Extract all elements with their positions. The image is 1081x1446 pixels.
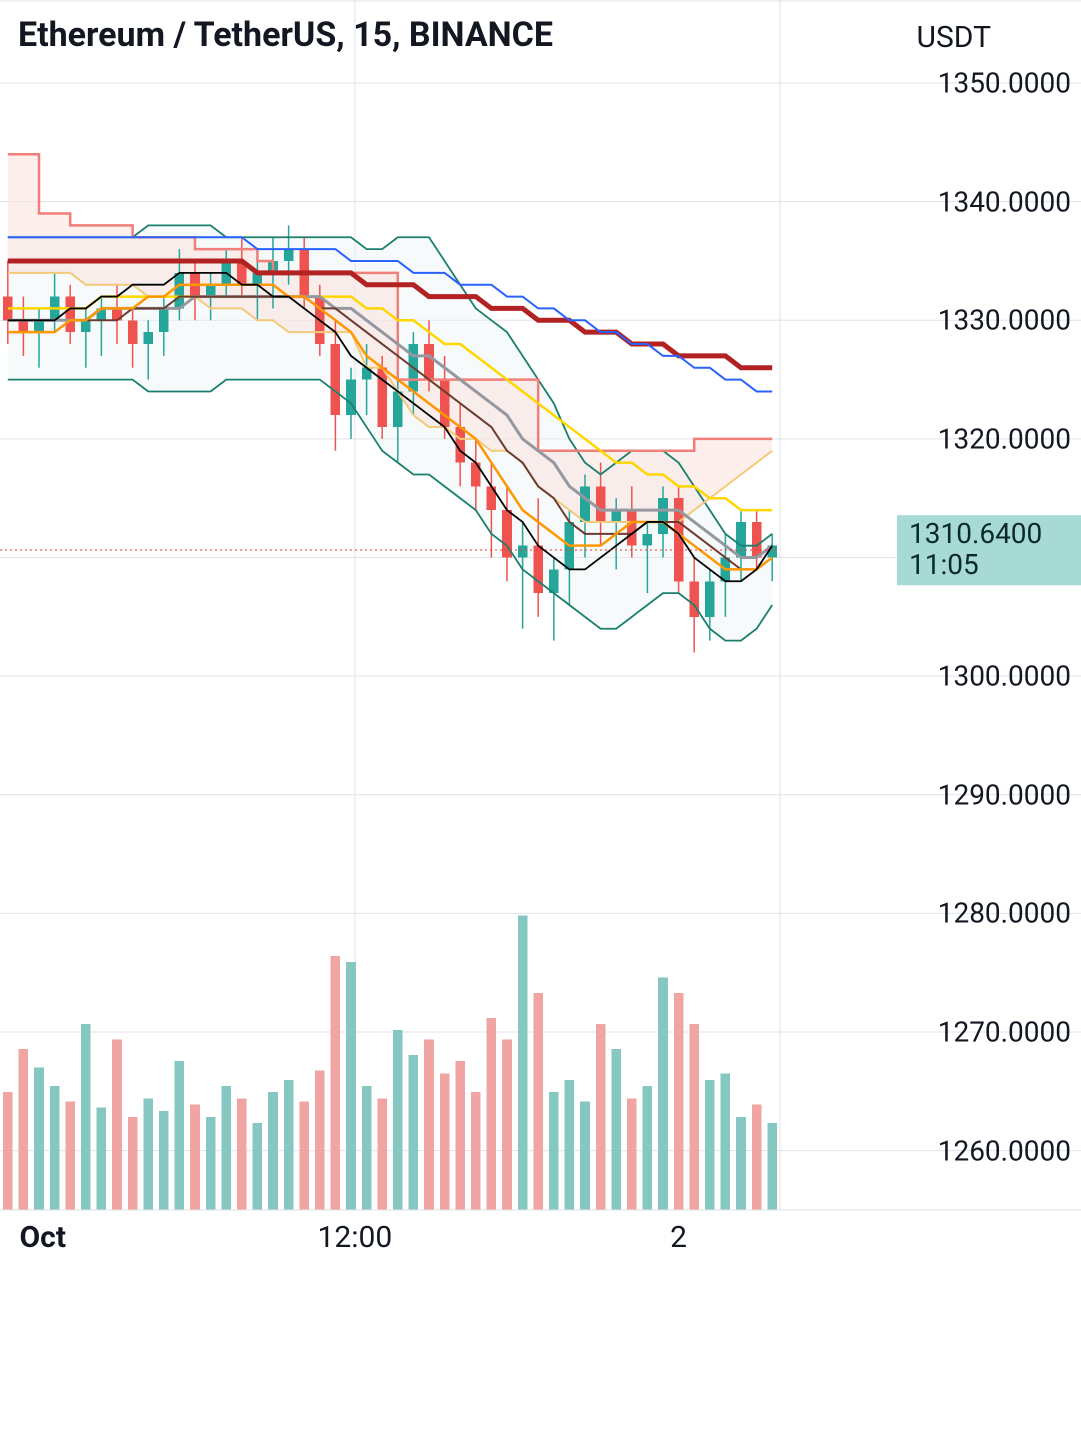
- volume-bar: [752, 1105, 762, 1210]
- y-tick-label: 1270.0000: [938, 1016, 1071, 1049]
- volume-bar: [143, 1098, 153, 1210]
- candle: [627, 510, 637, 546]
- candle: [34, 320, 44, 332]
- volume-bar: [3, 1092, 13, 1210]
- volume-bar: [471, 1092, 481, 1210]
- current-price-value: 1310.6400: [909, 519, 1069, 550]
- volume-bar: [627, 1098, 637, 1210]
- volume-bar: [175, 1061, 185, 1210]
- currency-label: USDT: [917, 20, 991, 55]
- volume-bar: [206, 1117, 216, 1210]
- candle: [518, 546, 528, 558]
- volume-bar: [424, 1040, 434, 1211]
- candle: [19, 320, 29, 332]
- chart-container: Ethereum / TetherUS, 15, BINANCE 1260.00…: [0, 0, 1081, 1446]
- volume-bar: [97, 1108, 107, 1210]
- volume-bar: [253, 1123, 263, 1210]
- volume-bar: [533, 993, 543, 1210]
- candle: [752, 522, 762, 558]
- candle: [580, 486, 590, 522]
- volume-bar: [65, 1102, 75, 1211]
- volume-bar: [377, 1098, 387, 1210]
- y-tick-label: 1290.0000: [938, 778, 1071, 811]
- candle: [611, 510, 621, 522]
- candle: [331, 344, 341, 415]
- volume-bar: [767, 1123, 777, 1210]
- candle: [643, 534, 653, 546]
- chart-title: Ethereum / TetherUS, 15, BINANCE: [18, 15, 553, 55]
- candle: [128, 320, 138, 344]
- candle: [658, 498, 668, 534]
- volume-bar: [268, 1092, 278, 1210]
- volume-bar: [315, 1071, 325, 1211]
- candle: [206, 285, 216, 297]
- volume-bar: [221, 1086, 231, 1210]
- candle: [284, 249, 294, 261]
- x-tick-label: 12:00: [318, 1220, 393, 1255]
- volume-bar: [81, 1024, 91, 1210]
- x-tick-label: Oct: [20, 1220, 66, 1255]
- volume-bar: [128, 1117, 138, 1210]
- current-price-tag[interactable]: 1310.640011:05: [897, 515, 1081, 585]
- volume-bar: [346, 962, 356, 1210]
- y-tick-label: 1260.0000: [938, 1134, 1071, 1167]
- volume-bar: [502, 1040, 512, 1211]
- y-tick-label: 1280.0000: [938, 897, 1071, 930]
- volume-bar: [50, 1086, 60, 1210]
- volume-bar: [440, 1074, 450, 1210]
- volume-bar: [112, 1040, 122, 1211]
- volume-bar: [549, 1092, 559, 1210]
- volume-bar: [596, 1024, 606, 1210]
- candle: [143, 332, 153, 344]
- volume-bar: [611, 1049, 621, 1210]
- y-tick-label: 1330.0000: [938, 304, 1071, 337]
- y-tick-label: 1350.0000: [938, 67, 1071, 100]
- volume-bar: [689, 1024, 699, 1210]
- candle: [175, 273, 185, 309]
- volume-bar: [331, 956, 341, 1210]
- candle: [65, 297, 75, 333]
- volume-bar: [565, 1080, 575, 1210]
- candle: [81, 320, 91, 332]
- time-axis[interactable]: Oct 12:00 2: [0, 1210, 1081, 1270]
- candle: [736, 522, 746, 558]
- volume-bar: [721, 1074, 731, 1210]
- volume-bar: [237, 1098, 247, 1210]
- candle: [533, 546, 543, 593]
- volume-bar: [643, 1086, 653, 1210]
- volume-bar: [658, 978, 668, 1211]
- volume-bar: [393, 1030, 403, 1210]
- candle: [440, 380, 450, 427]
- volume-bar: [455, 1061, 465, 1210]
- volume-bar: [284, 1080, 294, 1210]
- volume-bar: [487, 1018, 497, 1210]
- volume-bar: [674, 993, 684, 1210]
- volume-bar: [362, 1086, 372, 1210]
- current-price-time: 11:05: [909, 550, 1069, 581]
- volume-bar: [409, 1055, 419, 1210]
- candle: [705, 581, 715, 617]
- x-tick-label: 2: [670, 1220, 687, 1255]
- volume-bar: [518, 916, 528, 1211]
- volume-bar: [19, 1049, 29, 1210]
- y-tick-label: 1300.0000: [938, 660, 1071, 693]
- volume-bar: [190, 1105, 200, 1210]
- candle: [424, 344, 434, 380]
- volume-bar: [705, 1080, 715, 1210]
- y-tick-label: 1340.0000: [938, 185, 1071, 218]
- volume-bar: [159, 1111, 169, 1210]
- candle: [159, 308, 169, 332]
- volume-bar: [580, 1102, 590, 1211]
- volume-bar: [299, 1102, 309, 1211]
- candle: [596, 486, 606, 522]
- volume-bar: [34, 1067, 44, 1210]
- volume-bar: [736, 1117, 746, 1210]
- y-tick-label: 1320.0000: [938, 422, 1071, 455]
